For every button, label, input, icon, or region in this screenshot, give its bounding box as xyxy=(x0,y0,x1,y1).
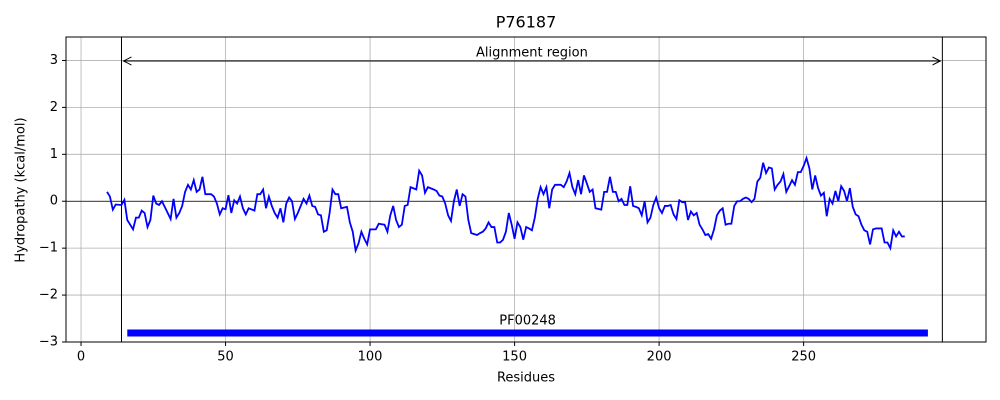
domain-label: PF00248 xyxy=(499,314,556,329)
y-axis-label: Hydropathy (kcal/mol) xyxy=(14,117,29,262)
x-tick-label: 250 xyxy=(791,350,816,365)
x-tick-label: 0 xyxy=(77,350,85,365)
x-tick-label: 200 xyxy=(647,350,672,365)
y-tick-label: 1 xyxy=(50,147,58,162)
hydropathy-line xyxy=(106,155,905,254)
x-tick-label: 100 xyxy=(358,350,383,365)
domain-bar xyxy=(127,329,928,337)
y-tick-label: −1 xyxy=(39,241,58,256)
y-tick-label: 2 xyxy=(50,100,58,115)
region-label: Alignment region xyxy=(476,46,588,61)
y-tick-label: −3 xyxy=(39,335,58,350)
y-tick-label: 3 xyxy=(50,53,58,68)
x-tick-label: 50 xyxy=(217,350,234,365)
x-axis-label: Residues xyxy=(497,371,555,386)
y-tick-label: 0 xyxy=(50,194,58,209)
plot-frame xyxy=(65,36,987,343)
y-tick-label: −2 xyxy=(39,288,58,303)
x-tick-label: 150 xyxy=(502,350,527,365)
chart-title: P76187 xyxy=(496,13,557,32)
